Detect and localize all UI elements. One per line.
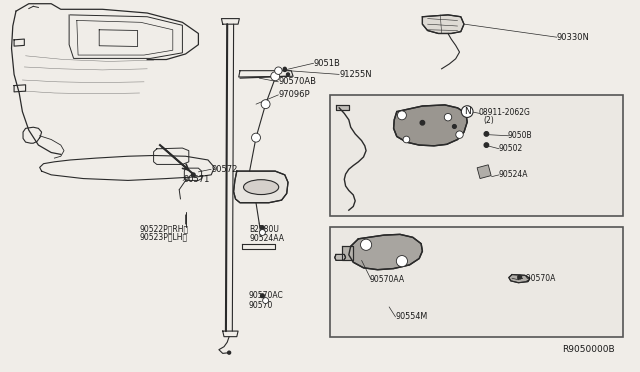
Circle shape (261, 100, 270, 109)
Text: 90554M: 90554M (396, 312, 428, 321)
Text: N: N (464, 107, 470, 116)
Text: 90524AA: 90524AA (250, 234, 285, 243)
Polygon shape (335, 254, 346, 260)
Bar (330, 227, 623, 337)
Text: 90523P〈LH〉: 90523P〈LH〉 (140, 233, 188, 242)
Polygon shape (342, 246, 353, 260)
Polygon shape (349, 234, 422, 270)
Bar (477, 165, 491, 179)
Text: 90570: 90570 (248, 301, 273, 310)
Text: (2): (2) (483, 116, 494, 125)
Text: 90570AA: 90570AA (370, 275, 405, 284)
Circle shape (191, 173, 195, 177)
Polygon shape (394, 105, 467, 146)
Circle shape (284, 68, 286, 71)
Circle shape (444, 113, 452, 121)
Circle shape (484, 132, 488, 136)
Text: 9050B: 9050B (508, 131, 532, 140)
Text: 90524A: 90524A (499, 170, 528, 179)
Text: ← 90570A: ← 90570A (517, 274, 556, 283)
Circle shape (484, 143, 488, 147)
Text: 90571: 90571 (183, 175, 209, 184)
Circle shape (275, 67, 282, 74)
Text: 91255N: 91255N (339, 70, 372, 79)
Circle shape (420, 121, 424, 125)
Text: 08911-2062G: 08911-2062G (479, 108, 531, 117)
Text: 97096P: 97096P (278, 90, 310, 99)
Polygon shape (336, 105, 349, 110)
Circle shape (403, 136, 410, 143)
Circle shape (260, 294, 264, 298)
Polygon shape (234, 171, 288, 203)
Text: 90502: 90502 (499, 144, 523, 153)
Text: R9050000B: R9050000B (562, 345, 614, 354)
Text: 90570AB: 90570AB (278, 77, 316, 86)
Text: 90570AC: 90570AC (248, 291, 283, 300)
Circle shape (284, 67, 286, 70)
Text: B2580U: B2580U (250, 225, 280, 234)
Bar (330, 95, 623, 216)
Circle shape (397, 111, 406, 120)
Circle shape (262, 298, 269, 304)
Circle shape (456, 131, 463, 138)
Circle shape (360, 239, 372, 250)
Circle shape (287, 73, 289, 76)
Circle shape (271, 72, 280, 81)
Circle shape (259, 230, 266, 235)
Text: 90572: 90572 (211, 165, 237, 174)
Circle shape (396, 256, 408, 267)
Circle shape (518, 275, 522, 279)
Text: 9051B: 9051B (314, 59, 340, 68)
Circle shape (452, 125, 456, 128)
Text: 90522P〈RH〉: 90522P〈RH〉 (140, 224, 189, 233)
Circle shape (228, 351, 230, 354)
Circle shape (260, 226, 264, 230)
Text: 90330N: 90330N (557, 33, 589, 42)
Polygon shape (509, 275, 530, 283)
Circle shape (252, 133, 260, 142)
Polygon shape (422, 15, 464, 33)
Ellipse shape (244, 180, 279, 195)
